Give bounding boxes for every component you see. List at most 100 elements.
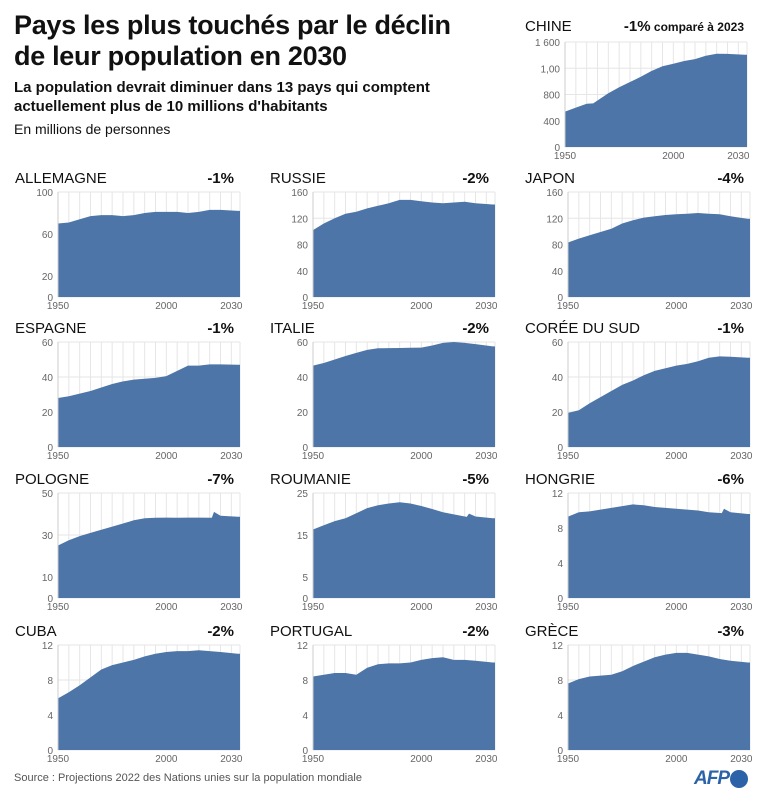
y-tick-label: 1 600 <box>535 38 560 49</box>
chart-svg: 0 20 40 60 1950 2000 2030 <box>42 338 243 462</box>
x-tick-label: 2000 <box>665 301 688 312</box>
x-tick-label: 1950 <box>557 602 580 613</box>
chart-svg: 0 40 80 120 160 1950 2000 2030 <box>546 188 753 312</box>
y-tick-label: 160 <box>546 188 563 199</box>
y-tick-label: 1,00 <box>541 64 561 75</box>
y-tick-label: 0 <box>557 443 563 454</box>
x-tick-label: 2000 <box>155 754 178 765</box>
population-area <box>313 657 495 750</box>
y-tick-label: 12 <box>42 641 54 652</box>
chart-svg: 0 20 40 60 1950 2000 2030 <box>552 338 753 462</box>
country-name: ROUMANIE <box>270 471 351 488</box>
country-chart: 0 4 8 12 1950 2000 2030 HONGRIE -6% <box>510 471 760 621</box>
y-tick-label: 100 <box>36 188 53 199</box>
country-chart: 0 20 40 60 1950 2000 2030 ESPAGNE -1% <box>0 320 250 470</box>
x-tick-label: 1950 <box>47 754 70 765</box>
unit-label: En millions de personnes <box>14 121 171 137</box>
change-label: -2% <box>462 170 489 187</box>
y-tick-label: 0 <box>302 293 308 304</box>
chart-svg: 0 5 15 25 1950 2000 2030 <box>297 489 498 613</box>
y-tick-label: 25 <box>297 489 309 500</box>
x-tick-label: 2000 <box>665 451 688 462</box>
y-tick-label: 4 <box>557 559 563 570</box>
chart-svg: 0 10 30 50 1950 2000 2030 <box>42 489 243 613</box>
x-tick-label: 2000 <box>665 754 688 765</box>
country-chart: 0 4 8 12 1950 2000 2030 GRÈCE -3% <box>510 623 760 773</box>
y-tick-label: 8 <box>47 676 53 687</box>
chart-svg: 0 4 8 12 1950 2000 2030 <box>42 641 243 765</box>
x-tick-label: 2000 <box>410 754 433 765</box>
y-tick-label: 0 <box>557 746 563 757</box>
x-tick-label: 2000 <box>662 151 685 162</box>
country-chart: 0 4 8 12 1950 2000 2030 PORTUGAL -2% <box>255 623 505 773</box>
y-tick-label: 4 <box>47 711 53 722</box>
y-tick-label: 40 <box>552 373 564 384</box>
x-tick-label: 2030 <box>730 602 753 613</box>
y-tick-label: 0 <box>47 293 53 304</box>
population-area <box>58 364 240 447</box>
chart-svg: 0 20 40 60 1950 2000 2030 <box>297 338 498 462</box>
y-tick-label: 0 <box>47 594 53 605</box>
population-area <box>568 356 750 447</box>
population-area <box>568 504 750 598</box>
y-tick-label: 80 <box>297 241 309 252</box>
change-label: -6% <box>717 471 744 488</box>
country-name: GRÈCE <box>525 623 579 640</box>
population-area <box>313 199 495 297</box>
afp-logo-text: AFP <box>694 768 730 789</box>
country-name: RUSSIE <box>270 170 326 187</box>
y-tick-label: 60 <box>42 338 54 349</box>
y-tick-label: 0 <box>302 443 308 454</box>
y-tick-label: 120 <box>546 214 563 225</box>
x-tick-label: 2000 <box>410 602 433 613</box>
x-tick-label: 2030 <box>475 754 498 765</box>
chart-svg: 0 400 800 1,00 1 600 1950 2000 2030 <box>535 38 750 162</box>
y-tick-label: 0 <box>557 293 563 304</box>
x-tick-label: 2000 <box>155 602 178 613</box>
x-tick-label: 1950 <box>557 754 580 765</box>
x-tick-label: 1950 <box>47 451 70 462</box>
y-tick-label: 8 <box>557 676 563 687</box>
y-tick-label: 12 <box>552 641 564 652</box>
y-tick-label: 120 <box>291 214 308 225</box>
country-name: CUBA <box>15 623 57 640</box>
change-label: -1% <box>207 170 234 187</box>
x-tick-label: 2030 <box>475 451 498 462</box>
x-tick-label: 2000 <box>155 451 178 462</box>
x-tick-label: 2000 <box>410 451 433 462</box>
y-tick-label: 15 <box>297 531 309 542</box>
x-tick-label: 1950 <box>554 151 577 162</box>
x-tick-label: 2030 <box>475 602 498 613</box>
country-chart: 0 10 30 50 1950 2000 2030 POLOGNE -7% <box>0 471 250 621</box>
y-tick-label: 0 <box>554 143 560 154</box>
y-tick-label: 5 <box>302 573 308 584</box>
country-name: ALLEMAGNE <box>15 170 107 187</box>
population-area <box>313 502 495 598</box>
change-note: comparé à 2023 <box>650 20 744 34</box>
y-tick-label: 50 <box>42 489 54 500</box>
y-tick-label: 60 <box>297 338 309 349</box>
y-tick-label: 10 <box>42 573 54 584</box>
x-tick-label: 2030 <box>475 301 498 312</box>
x-tick-label: 2000 <box>155 301 178 312</box>
population-area <box>58 650 240 750</box>
y-tick-label: 12 <box>552 489 564 500</box>
change-label: -1% comparé à 2023 <box>623 18 744 35</box>
x-tick-label: 1950 <box>302 451 325 462</box>
country-chart: 0 40 80 120 160 1950 2000 2030 JAPON -4% <box>510 170 760 320</box>
x-tick-label: 2030 <box>730 451 753 462</box>
country-name: CHINE <box>525 18 572 35</box>
x-tick-label: 1950 <box>557 301 580 312</box>
country-chart: 0 4 8 12 1950 2000 2030 CUBA -2% <box>0 623 250 773</box>
y-tick-label: 20 <box>552 408 564 419</box>
change-label: -1% <box>207 320 234 337</box>
x-tick-label: 1950 <box>557 451 580 462</box>
y-tick-label: 60 <box>42 230 54 241</box>
country-name: ITALIE <box>270 320 315 337</box>
country-name: PORTUGAL <box>270 623 353 640</box>
x-tick-label: 2030 <box>220 754 243 765</box>
chart-svg: 0 4 8 12 1950 2000 2030 <box>552 489 753 613</box>
x-tick-label: 2000 <box>665 602 688 613</box>
chart-svg: 0 4 8 12 1950 2000 2030 <box>297 641 498 765</box>
y-tick-label: 20 <box>297 408 309 419</box>
